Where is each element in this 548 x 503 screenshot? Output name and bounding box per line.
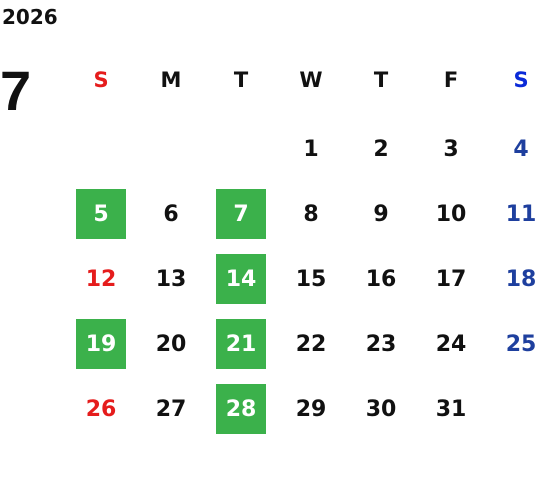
calendar-day-number: 3 <box>443 136 459 162</box>
calendar-day-cell: 17 <box>416 254 486 304</box>
calendar-day-number: 8 <box>303 201 319 227</box>
calendar-day-number: 5 <box>76 189 126 239</box>
calendar-day-number: 1 <box>303 136 319 162</box>
calendar-day-cell: 29 <box>276 384 346 434</box>
calendar-day-cell: 2 <box>346 124 416 174</box>
calendar-day-cell: 25 <box>486 319 548 369</box>
calendar-day-cell: 10 <box>416 189 486 239</box>
calendar-day-number: 14 <box>216 254 266 304</box>
calendar-day-cell: 19 <box>66 319 136 369</box>
calendar-day-cell: 18 <box>486 254 548 304</box>
calendar-day-cell: 21 <box>206 319 276 369</box>
calendar-day-cell: 1 <box>276 124 346 174</box>
calendar-day-cell: 23 <box>346 319 416 369</box>
calendar-week-row: 26 27 28 29 30 31 <box>66 384 548 434</box>
weekday-monday: M <box>160 68 182 92</box>
calendar-day-number: 17 <box>435 266 467 292</box>
calendar-day-number: 2 <box>373 136 389 162</box>
calendar-day-cell: 24 <box>416 319 486 369</box>
calendar-day-number <box>146 124 196 174</box>
calendar-day-number: 6 <box>163 201 179 227</box>
calendar-day-number: 16 <box>365 266 397 292</box>
weekday-tuesday: T <box>233 68 249 92</box>
calendar-day-number: 10 <box>435 201 467 227</box>
calendar-day-cell: 22 <box>276 319 346 369</box>
month-number: 7 <box>0 59 32 122</box>
calendar-day-cell: 9 <box>346 189 416 239</box>
calendar-day-number: 26 <box>85 396 117 422</box>
calendar-day-number <box>76 124 126 174</box>
calendar-day-number: 19 <box>76 319 126 369</box>
calendar-day-number: 27 <box>155 396 187 422</box>
calendar-week-row: 5 6 7 8 9 10 11 <box>66 189 548 239</box>
calendar-day-number: 4 <box>513 136 529 162</box>
calendar-day-number: 9 <box>373 201 389 227</box>
weekday-wednesday: W <box>299 68 323 92</box>
calendar-day-number: 25 <box>505 331 537 357</box>
calendar-day-number <box>496 384 546 434</box>
weekday-friday: F <box>443 68 459 92</box>
calendar-day-number <box>216 124 266 174</box>
weekday-saturday: S <box>513 68 529 92</box>
calendar-empty-cell <box>136 124 206 174</box>
calendar-day-cell: 4 <box>486 124 548 174</box>
calendar-day-number: 24 <box>435 331 467 357</box>
calendar-day-number: 7 <box>216 189 266 239</box>
year-label: 2026 <box>2 5 58 29</box>
calendar-empty-cell <box>66 124 136 174</box>
calendar-day-cell: 16 <box>346 254 416 304</box>
calendar-day-number: 31 <box>435 396 467 422</box>
weekday-thursday: T <box>373 68 389 92</box>
calendar-day-cell: 13 <box>136 254 206 304</box>
calendar-day-cell: 14 <box>206 254 276 304</box>
weekday-header-row: S M T W T F S <box>66 63 548 97</box>
calendar-day-cell: 3 <box>416 124 486 174</box>
calendar-day-number: 11 <box>505 201 537 227</box>
calendar-day-number: 21 <box>216 319 266 369</box>
calendar-day-number: 30 <box>365 396 397 422</box>
calendar-week-row: 19 20 21 22 23 24 25 <box>66 319 548 369</box>
calendar-day-cell: 11 <box>486 189 548 239</box>
calendar-day-cell: 6 <box>136 189 206 239</box>
calendar-day-cell: 12 <box>66 254 136 304</box>
calendar-week-row: 12 13 14 15 16 17 18 <box>66 254 548 304</box>
calendar-day-cell: 7 <box>206 189 276 239</box>
calendar-day-cell: 31 <box>416 384 486 434</box>
calendar-day-number: 20 <box>155 331 187 357</box>
calendar-week-row: 1 2 3 4 <box>66 124 548 174</box>
calendar-day-cell: 28 <box>206 384 276 434</box>
calendar-day-cell: 8 <box>276 189 346 239</box>
calendar-day-number: 22 <box>295 331 327 357</box>
calendar-day-cell: 5 <box>66 189 136 239</box>
calendar-day-cell: 30 <box>346 384 416 434</box>
calendar-day-cell: 15 <box>276 254 346 304</box>
calendar-day-number: 23 <box>365 331 397 357</box>
calendar-empty-cell <box>486 384 548 434</box>
calendar-day-number: 13 <box>155 266 187 292</box>
calendar-day-number: 12 <box>85 266 117 292</box>
calendar-day-number: 29 <box>295 396 327 422</box>
calendar-day-cell: 20 <box>136 319 206 369</box>
calendar-empty-cell <box>206 124 276 174</box>
weekday-sunday: S <box>93 68 109 92</box>
calendar-day-number: 18 <box>505 266 537 292</box>
calendar-day-number: 15 <box>295 266 327 292</box>
calendar-day-cell: 26 <box>66 384 136 434</box>
calendar-day-cell: 27 <box>136 384 206 434</box>
calendar-day-number: 28 <box>216 384 266 434</box>
